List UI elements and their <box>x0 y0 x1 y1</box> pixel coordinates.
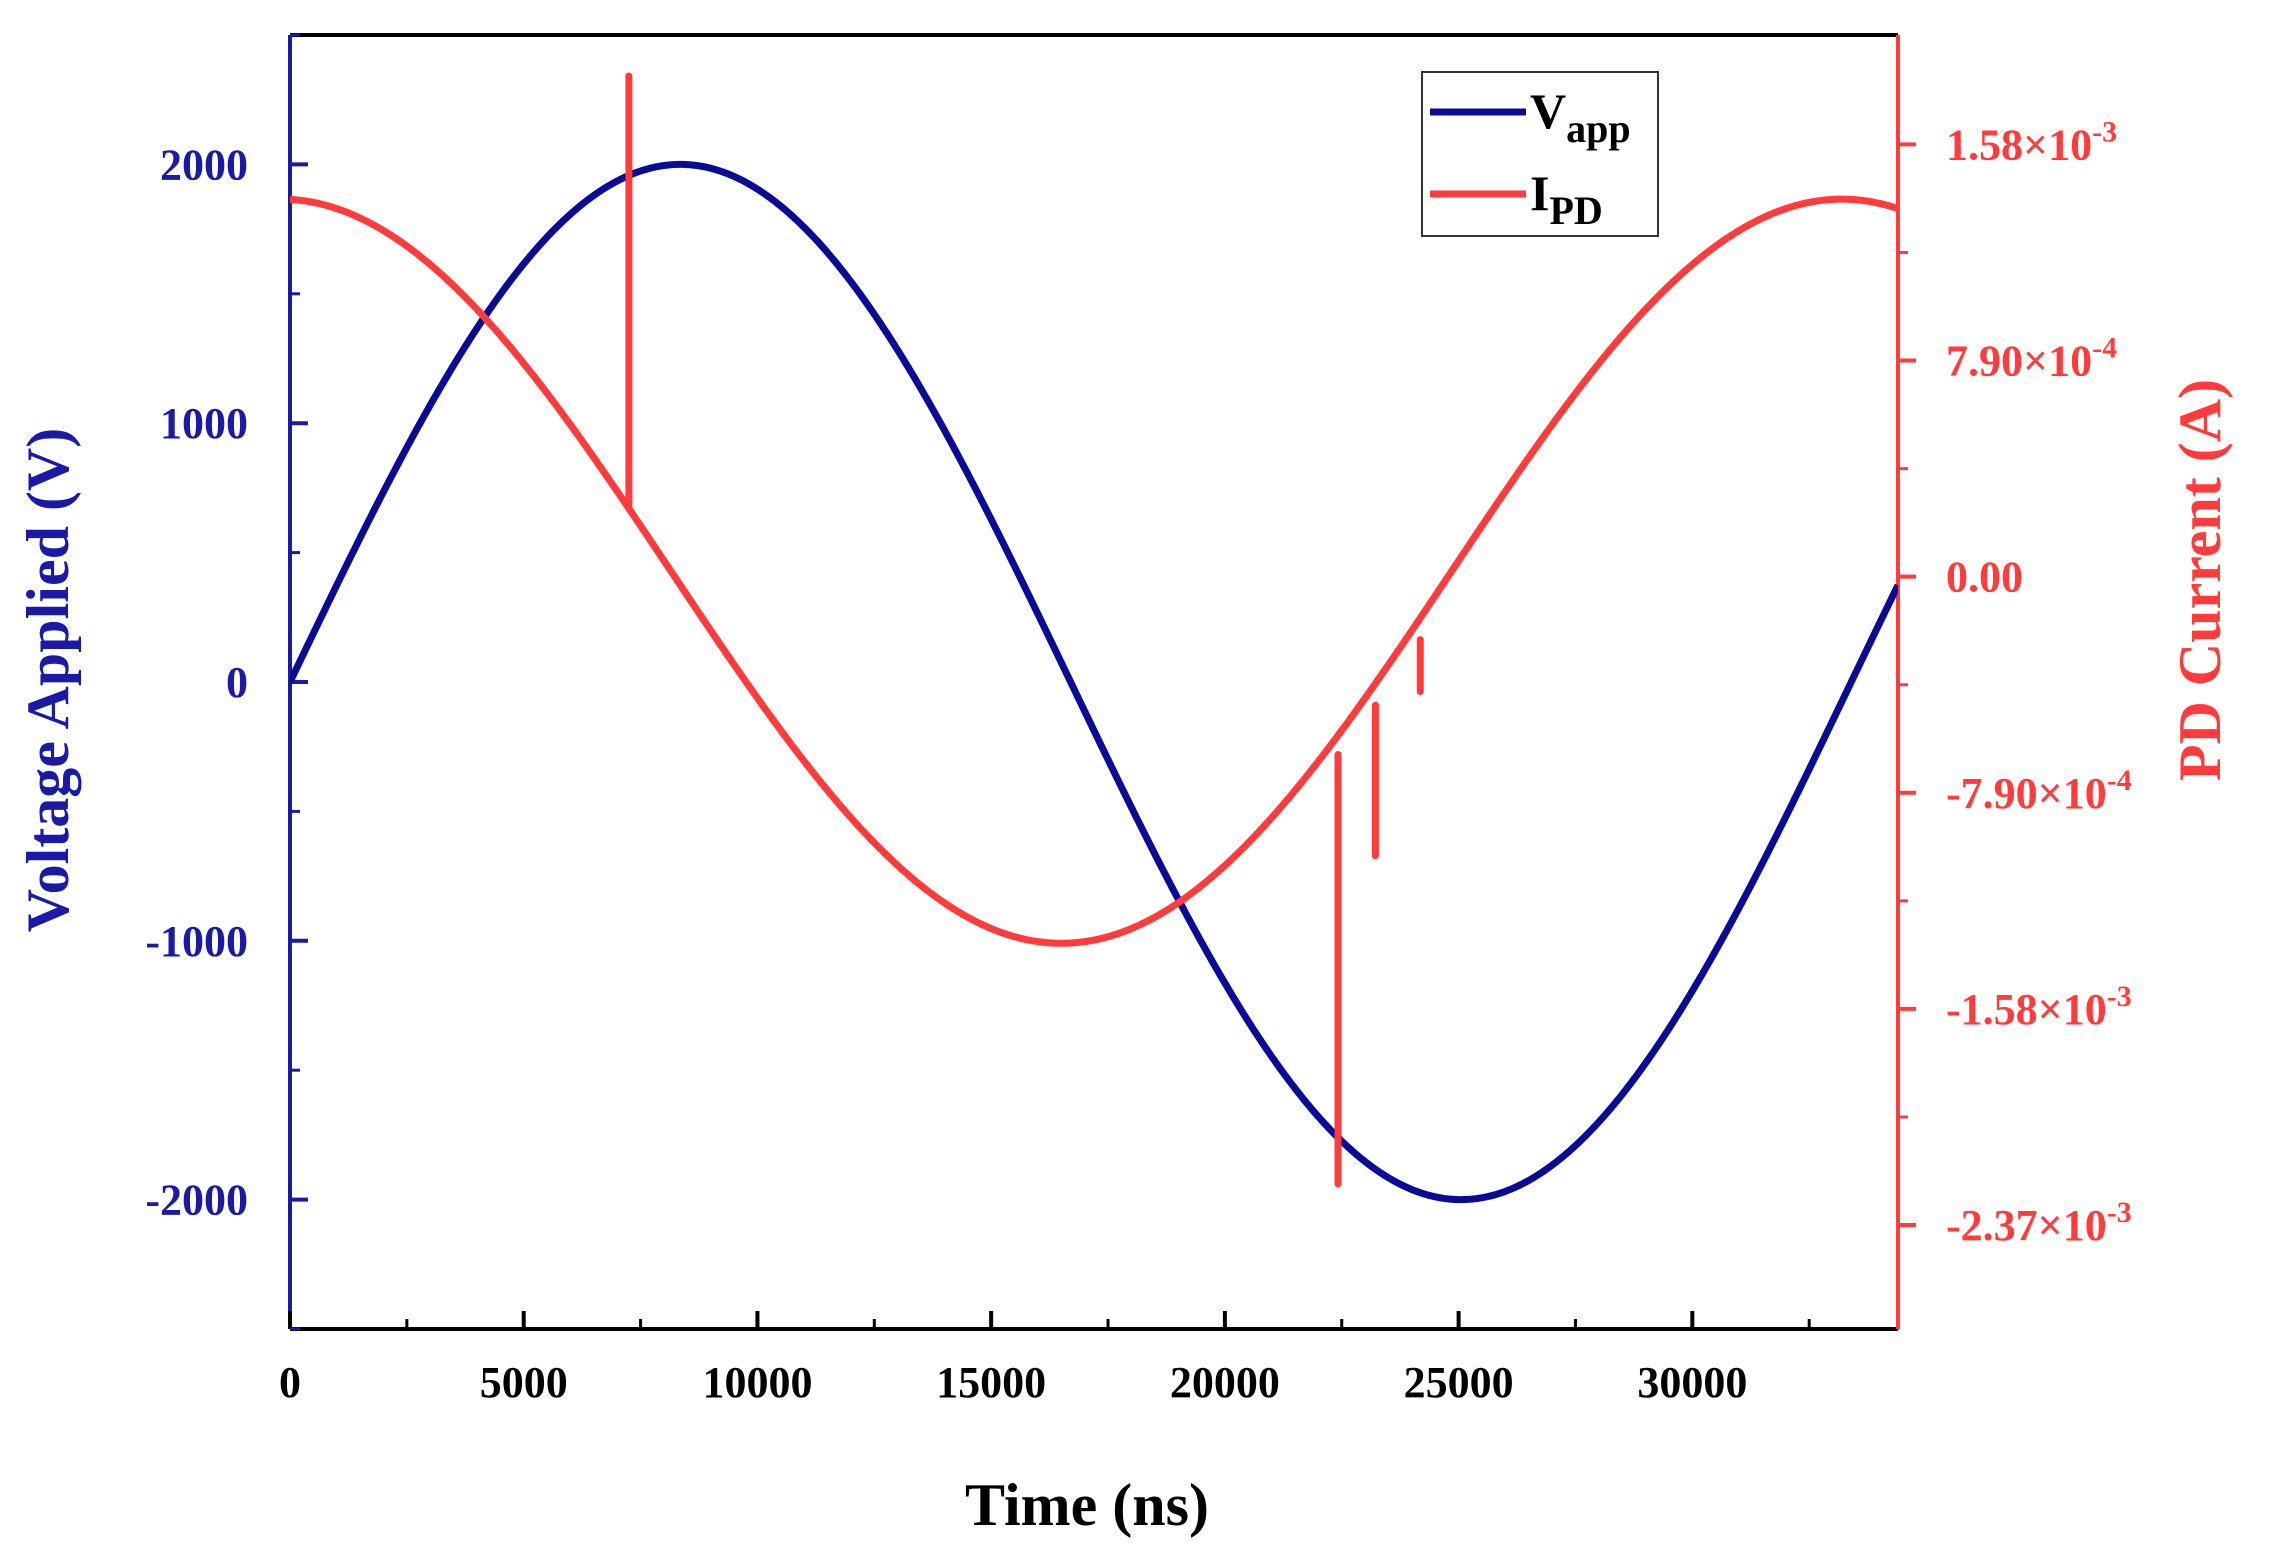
y-left-tick-label: 0 <box>226 658 248 707</box>
legend: Vapp IPD <box>1421 71 1659 237</box>
y-right-tick-label: -2.37×10-3 <box>1946 1196 2132 1250</box>
series-line-v-app <box>290 160 1898 1204</box>
x-axis: 0 5000 10000 15000 20000 25000 30000 <box>279 1311 1811 1407</box>
y-left-tick-label: -2000 <box>145 1176 248 1225</box>
x-tick-label: 30000 <box>1637 1358 1747 1407</box>
y-left-tick-label: -1000 <box>145 917 248 966</box>
legend-box <box>1421 71 1659 237</box>
y-axis-left: 2000 1000 0 -1000 -2000 <box>145 33 308 1331</box>
x-tick-label: 25000 <box>1404 1358 1514 1407</box>
legend-label: Vapp <box>1530 83 1631 151</box>
x-tick-label: 10000 <box>702 1358 812 1407</box>
y-right-tick-label: -7.90×10-4 <box>1946 764 2132 818</box>
y-left-tick-label: 1000 <box>160 399 248 448</box>
series-line-i-pd <box>290 195 1898 947</box>
y-right-tick-label: -1.58×10-3 <box>1946 980 2132 1034</box>
series-layer <box>290 72 1898 1204</box>
x-tick-label: 20000 <box>1170 1358 1280 1407</box>
y-axis-right: 1.58×10-3 7.90×10-4 0.00 -7.90×10-4 -1.58×10… <box>1898 115 2132 1250</box>
x-axis-title: Time (ns) <box>965 1472 1209 1538</box>
y-right-tick-label: 1.58×10-3 <box>1946 115 2117 169</box>
y-right-tick-label: 0.00 <box>1946 553 2023 602</box>
x-tick-label: 5000 <box>480 1358 568 1407</box>
x-tick-label: 15000 <box>936 1358 1046 1407</box>
y-right-tick-label: 7.90×10-4 <box>1946 332 2117 386</box>
legend-label: IPD <box>1530 165 1603 233</box>
x-tick-label: 0 <box>279 1358 301 1407</box>
y-left-tick-label: 2000 <box>160 140 248 189</box>
y-axis-left-title: Voltage Applied (V) <box>15 428 81 933</box>
y-axis-right-title: PD Current (A) <box>2167 379 2233 781</box>
